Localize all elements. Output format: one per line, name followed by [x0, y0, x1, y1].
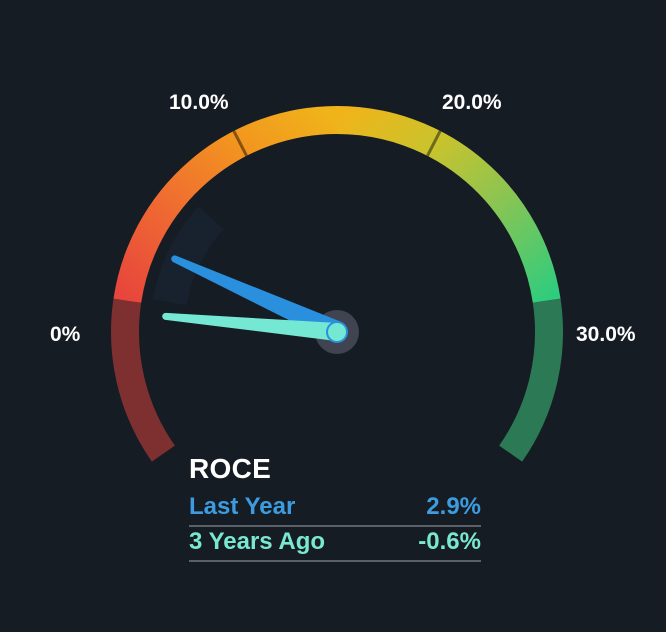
needle-tip-0 — [171, 255, 179, 263]
legend-label-3-years-ago: 3 Years Ago — [189, 528, 326, 555]
gauge-band-right — [336, 106, 561, 303]
legend-row-last-year: Last Year 2.9% — [189, 492, 481, 527]
legend-label-last-year: Last Year — [189, 493, 296, 520]
gauge-band-above-max — [499, 298, 563, 462]
needle-3-years-ago — [165, 312, 338, 341]
gauge-label-20: 20.0% — [442, 91, 502, 114]
gauge-band-left — [113, 106, 338, 303]
legend-value-3-years-ago: -0.6% — [418, 528, 481, 555]
gauge-shadow-arc — [152, 206, 224, 306]
needle-3-years-ago-cap — [328, 323, 346, 341]
gauge-label-30: 30.0% — [576, 323, 636, 346]
needle-last-year — [173, 255, 342, 343]
gauge-tick-20 — [426, 130, 442, 157]
legend-value-last-year: 2.9% — [426, 493, 481, 520]
gauge-label-10: 10.0% — [169, 91, 229, 114]
gauge-tick-marks — [232, 130, 442, 157]
gauge-tick-10 — [232, 130, 248, 157]
gauge-label-0: 0% — [50, 323, 81, 346]
legend-row-3-years-ago: 3 Years Ago -0.6% — [189, 527, 481, 562]
legend-title: ROCE — [189, 453, 272, 484]
gauge-band-below-zero — [111, 298, 175, 462]
gauge-legend: ROCE Last Year 2.9% 3 Years Ago -0.6% — [189, 452, 481, 562]
gauge-needles — [162, 255, 348, 343]
